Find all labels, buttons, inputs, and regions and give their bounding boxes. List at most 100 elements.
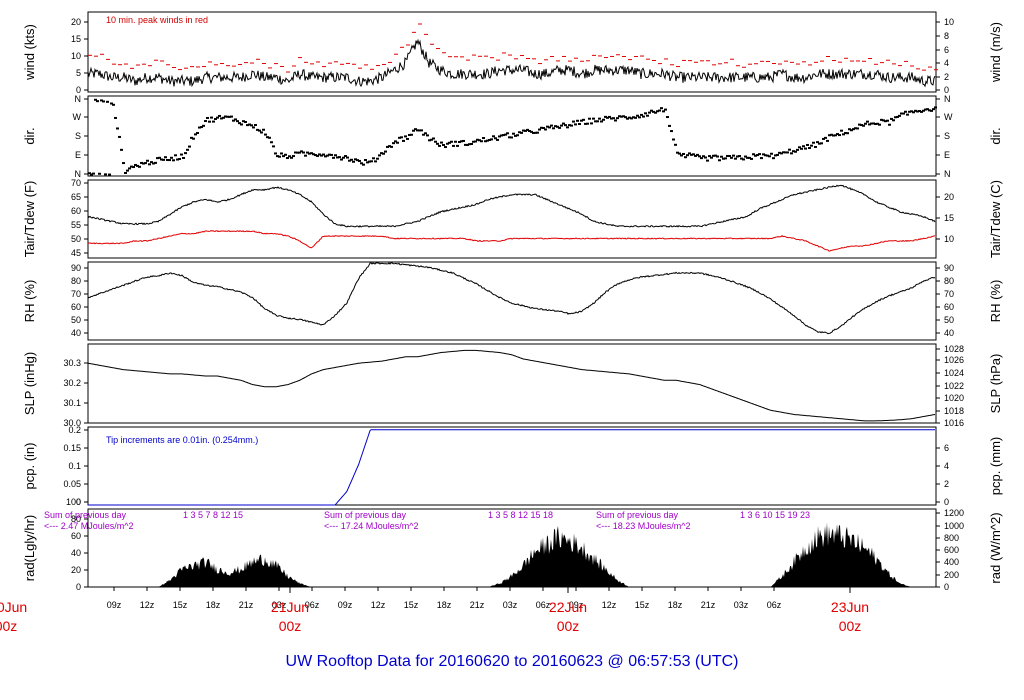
direction-point — [278, 155, 281, 158]
series-line-0 — [87, 349, 936, 422]
direction-point — [168, 159, 171, 162]
direction-point — [518, 131, 521, 134]
direction-point — [322, 153, 325, 156]
ytick-left-label: 0.05 — [63, 479, 81, 489]
time-tick-label: 18z — [437, 600, 452, 610]
direction-point — [382, 152, 385, 155]
direction-point — [126, 169, 129, 172]
ytick-left-label: 50 — [71, 234, 81, 244]
time-tick-label: 09z — [107, 600, 122, 610]
direction-point — [384, 150, 387, 153]
time-tick-label: 21z — [470, 600, 485, 610]
direction-point — [740, 157, 743, 160]
direction-point — [398, 136, 401, 139]
direction-point — [108, 173, 111, 176]
direction-point — [216, 116, 219, 119]
direction-point — [312, 153, 315, 156]
direction-point — [892, 119, 895, 122]
ytick-left-label: 30.2 — [63, 378, 81, 388]
direction-point — [896, 115, 899, 118]
direction-point — [444, 146, 447, 149]
direction-point — [820, 142, 823, 145]
ytick-left-label: 0.1 — [68, 461, 81, 471]
direction-point — [556, 125, 559, 128]
time-tick-label: 03z — [503, 600, 518, 610]
panel-2: Tair/Tdew (F) Tair/Tdew (C) 45 50 55 60 65 70 10… — [22, 178, 1003, 259]
direction-point — [412, 129, 415, 132]
direction-point — [364, 159, 367, 162]
panel-frame — [87, 179, 937, 259]
ytick-right-label: 4 — [944, 461, 949, 471]
direction-point — [856, 127, 859, 130]
time-tick-label: 12z — [371, 600, 386, 610]
direction-point — [288, 155, 291, 158]
direction-point — [798, 146, 801, 149]
direction-point — [132, 166, 135, 169]
direction-point — [874, 123, 877, 126]
direction-point — [796, 148, 799, 151]
direction-point — [802, 145, 805, 148]
direction-point — [828, 134, 831, 137]
direction-point — [284, 153, 287, 156]
direction-point — [390, 145, 393, 148]
ytick-right-label: W — [944, 112, 953, 122]
direction-point — [198, 126, 201, 129]
direction-point — [586, 122, 589, 125]
ylabel-right: dir. — [988, 127, 1003, 144]
ytick-left-label: S — [75, 131, 81, 141]
direction-point — [116, 127, 119, 130]
direction-point — [736, 155, 739, 158]
peak-wind-marks — [88, 23, 938, 73]
direction-point — [932, 108, 935, 111]
direction-point — [446, 142, 449, 145]
direction-point — [550, 124, 553, 127]
direction-point — [438, 144, 441, 147]
direction-point — [732, 154, 735, 157]
ytick-left-label: 70 — [71, 178, 81, 188]
direction-point — [170, 156, 173, 159]
ylabel-right: RH (%) — [988, 280, 1003, 323]
ytick-right-label: 800 — [944, 533, 959, 543]
ytick-right-label: 2 — [944, 479, 949, 489]
direction-point — [516, 134, 519, 137]
direction-point — [468, 143, 471, 146]
direction-point — [702, 155, 705, 158]
direction-point — [482, 137, 485, 140]
direction-point — [624, 116, 627, 119]
daily-sum-label: Sum of previous day — [44, 510, 127, 520]
direction-point — [456, 144, 459, 147]
time-tick-label: 09z — [569, 600, 584, 610]
ytick-left-label: 0.15 — [63, 443, 81, 453]
ytick-left-label: 15 — [71, 34, 81, 44]
ytick-right-label: 1018 — [944, 406, 964, 416]
direction-point — [724, 157, 727, 160]
direction-point — [506, 132, 509, 135]
direction-point — [844, 132, 847, 135]
direction-point — [766, 154, 769, 157]
direction-point — [160, 158, 163, 161]
direction-point — [522, 129, 525, 132]
direction-points — [88, 98, 937, 176]
direction-point — [622, 115, 625, 118]
direction-point — [704, 156, 707, 159]
direction-point — [850, 129, 853, 132]
direction-point — [908, 110, 911, 113]
direction-point — [920, 110, 923, 113]
direction-point — [782, 151, 785, 154]
ytick-left-label: E — [75, 150, 81, 160]
time-tick-label: 15z — [635, 600, 650, 610]
direction-point — [486, 139, 489, 142]
panel-4: SLP (inHg) SLP (hPa) 30.0 30.1 30.2 30.3 1016 1… — [22, 343, 1003, 428]
direction-point — [922, 109, 925, 112]
direction-point — [706, 159, 709, 162]
direction-point — [248, 123, 251, 126]
ytick-right-label: 4 — [944, 58, 949, 68]
direction-point — [870, 122, 873, 125]
ytick-left-label: 30.1 — [63, 398, 81, 408]
panel-0: wind (kts) wind (m/s) 0 5 10 15 20 0 2 4 6 8 10 10 mi… — [22, 11, 1003, 95]
direction-point — [588, 117, 591, 120]
direction-point — [720, 155, 723, 158]
direction-point — [758, 153, 761, 156]
direction-point — [490, 138, 493, 141]
direction-point — [318, 153, 321, 156]
